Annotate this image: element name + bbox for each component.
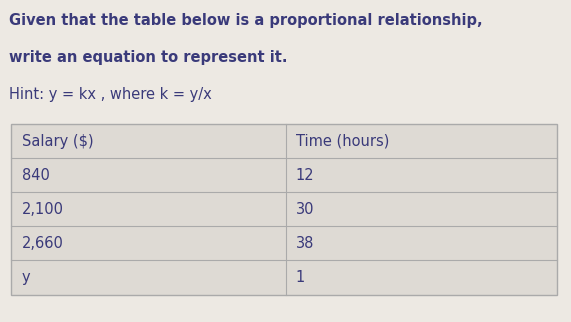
Text: 2,100: 2,100 [22,202,64,217]
Text: 38: 38 [296,236,314,251]
Text: Hint: y = kx , where k = y/x: Hint: y = kx , where k = y/x [9,87,211,102]
Text: 12: 12 [296,168,315,183]
Text: write an equation to represent it.: write an equation to represent it. [9,50,287,65]
Text: 2,660: 2,660 [22,236,63,251]
Text: Salary ($): Salary ($) [22,134,93,148]
Text: 1: 1 [296,270,305,285]
Text: Time (hours): Time (hours) [296,134,389,148]
Text: y: y [22,270,30,285]
Text: Given that the table below is a proportional relationship,: Given that the table below is a proporti… [9,13,482,28]
Text: 840: 840 [22,168,50,183]
Text: 30: 30 [296,202,314,217]
Bar [11,124,557,295]
